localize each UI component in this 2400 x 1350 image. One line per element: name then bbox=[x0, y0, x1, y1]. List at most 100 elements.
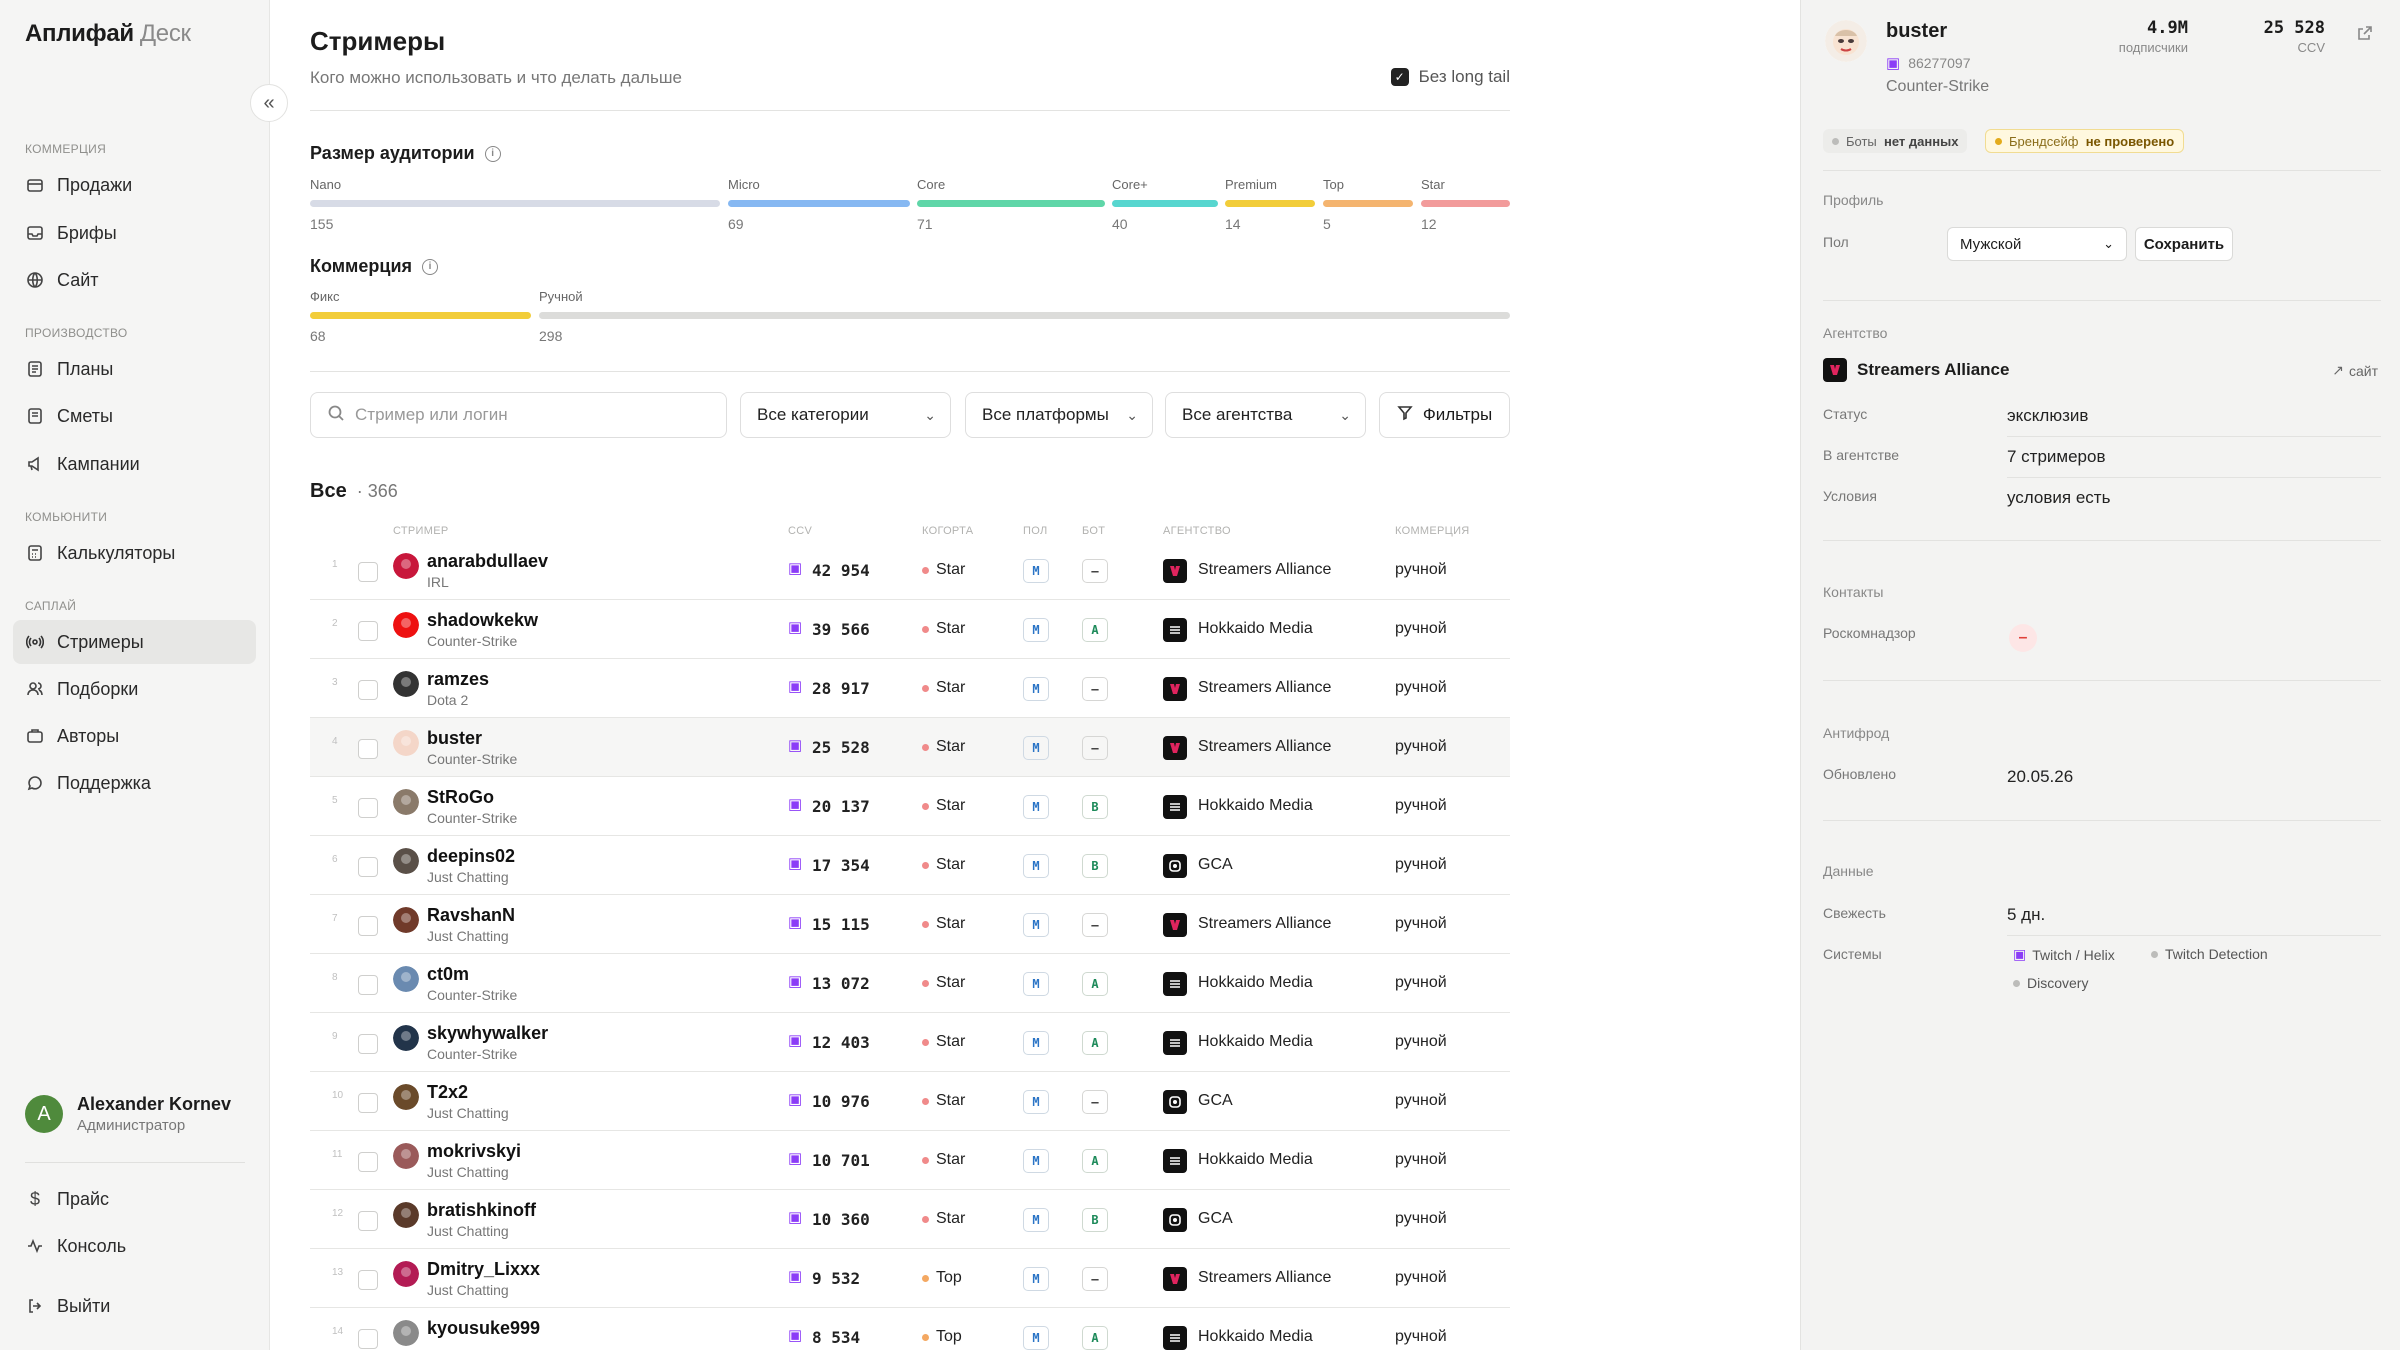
sidebar-item-streamers[interactable]: Стримеры bbox=[13, 620, 256, 664]
streamer-name[interactable]: Dmitry_Lixxx bbox=[427, 1259, 541, 1279]
table-row[interactable]: 4 buster Counter-Strike ▣ 25 528 Star М — Stream… bbox=[310, 718, 1510, 777]
table-row[interactable]: 11 mokrivskyi Just Chatting ▣ 10 701 Star М A Ho… bbox=[310, 1131, 1510, 1190]
minus-circle-icon[interactable]: – bbox=[2009, 624, 2037, 652]
table-row[interactable]: 9 skywhywalker Counter-Strike ▣ 12 403 Star М A… bbox=[310, 1013, 1510, 1072]
streamer-name[interactable]: shadowkekw bbox=[427, 610, 539, 630]
save-button[interactable]: Сохранить bbox=[2135, 227, 2233, 261]
agency-name[interactable]: GCA bbox=[1198, 856, 1233, 873]
table-row[interactable]: 12 bratishkinoff Just Chatting ▣ 10 360 Star М… bbox=[310, 1190, 1510, 1249]
column-header-sex[interactable]: ПОЛ bbox=[1023, 525, 1048, 537]
row-checkbox[interactable] bbox=[358, 798, 378, 818]
streamer-name[interactable]: buster bbox=[427, 728, 483, 748]
streamer-name[interactable]: bratishkinoff bbox=[427, 1200, 537, 1220]
sidebar-item-support[interactable]: Поддержка bbox=[13, 761, 256, 805]
streamer-name[interactable]: skywhywalker bbox=[427, 1023, 549, 1043]
table-row[interactable]: 10 T2x2 Just Chatting ▣ 10 976 Star М — GCA ручно… bbox=[310, 1072, 1510, 1131]
agency-name[interactable]: Streamers Alliance bbox=[1198, 561, 1332, 578]
agency-name[interactable]: Streamers Alliance bbox=[1198, 1269, 1332, 1286]
agency-name[interactable]: Streamers Alliance bbox=[1198, 738, 1332, 755]
row-checkbox[interactable] bbox=[358, 621, 378, 641]
streamer-name[interactable]: ct0m bbox=[427, 964, 470, 984]
row-checkbox[interactable] bbox=[358, 1034, 378, 1054]
platforms-dropdown[interactable]: Все платформы ⌄ bbox=[965, 392, 1153, 438]
table-row[interactable]: 7 RavshanN Just Chatting ▣ 15 115 Star М — Strea… bbox=[310, 895, 1510, 954]
sidebar-item-console[interactable]: Консоль bbox=[13, 1224, 256, 1268]
table-row[interactable]: 2 shadowkekw Counter-Strike ▣ 39 566 Star М A Ho… bbox=[310, 600, 1510, 659]
sidebar-item-plans[interactable]: Планы bbox=[13, 347, 256, 391]
streamer-name[interactable]: anarabdullaev bbox=[427, 551, 549, 571]
column-header-cohort[interactable]: КОГОРТА bbox=[922, 525, 974, 537]
user-profile[interactable]: A Alexander Kornev Администратор bbox=[25, 1094, 231, 1134]
column-header-streamer[interactable]: СТРИМЕР bbox=[393, 525, 449, 537]
table-row[interactable]: 14 kyousuke999 ▣ 8 534 Top М A Hokkaido Media ру… bbox=[310, 1308, 1510, 1350]
info-icon[interactable]: i bbox=[484, 145, 501, 162]
info-icon[interactable]: i bbox=[422, 258, 439, 275]
agency-name[interactable]: Hokkaido Media bbox=[1198, 620, 1313, 637]
table-row[interactable]: 1 anarabdullaev IRL ▣ 42 954 Star М — Streamers … bbox=[310, 541, 1510, 600]
streamer-name[interactable]: mokrivskyi bbox=[427, 1141, 522, 1161]
segment-top[interactable]: Top 5 bbox=[1323, 177, 1413, 232]
row-checkbox[interactable] bbox=[358, 739, 378, 759]
sidebar-item-site[interactable]: Сайт bbox=[13, 258, 256, 302]
sidebar-item-estimates[interactable]: Сметы bbox=[13, 394, 256, 438]
segment-core-[interactable]: Core+ 40 bbox=[1112, 177, 1218, 232]
column-header-bot[interactable]: БОТ bbox=[1082, 525, 1106, 537]
segment-micro[interactable]: Micro 69 bbox=[728, 177, 910, 232]
long-tail-toggle[interactable]: ✓ Без long tail bbox=[1390, 67, 1510, 87]
streamer-name[interactable]: kyousuke999 bbox=[427, 1318, 541, 1338]
table-row[interactable]: 6 deepins02 Just Chatting ▣ 17 354 Star М B GCA р… bbox=[310, 836, 1510, 895]
sex-select[interactable]: Мужской ⌄ bbox=[1947, 227, 2127, 261]
agency-name[interactable]: Hokkaido Media bbox=[1198, 1033, 1313, 1050]
table-row[interactable]: 8 ct0m Counter-Strike ▣ 13 072 Star М A Hokkaido… bbox=[310, 954, 1510, 1013]
categories-dropdown[interactable]: Все категории ⌄ bbox=[740, 392, 951, 438]
segment-ручной[interactable]: Ручной 298 bbox=[539, 289, 1510, 344]
checkbox-checked-icon[interactable]: ✓ bbox=[1390, 68, 1409, 86]
sidebar-item-collections[interactable]: Подборки bbox=[13, 667, 256, 711]
agency-name[interactable]: Hokkaido Media bbox=[1198, 797, 1313, 814]
segment-star[interactable]: Star 12 bbox=[1421, 177, 1510, 232]
agency-name[interactable]: Streamers Alliance bbox=[1198, 915, 1332, 932]
brand-logo[interactable]: Аплифай Деск bbox=[25, 20, 191, 48]
agency-site-link[interactable]: ↗ сайт bbox=[2332, 362, 2378, 379]
search-input[interactable]: Стример или логин bbox=[310, 392, 727, 438]
streamer-name[interactable]: T2x2 bbox=[427, 1082, 469, 1102]
sidebar-item-briefs[interactable]: Брифы bbox=[13, 211, 256, 255]
table-row[interactable]: 5 StRoGo Counter-Strike ▣ 20 137 Star М B Hokkai… bbox=[310, 777, 1510, 836]
agency-name[interactable]: GCA bbox=[1198, 1092, 1233, 1109]
column-header-agency[interactable]: АГЕНТСТВО bbox=[1163, 525, 1231, 537]
table-row[interactable]: 3 ramzes Dota 2 ▣ 28 917 Star М — Streamers Alli… bbox=[310, 659, 1510, 718]
streamer-name[interactable]: deepins02 bbox=[427, 846, 516, 866]
sidebar-item-campaigns[interactable]: Кампании bbox=[13, 442, 256, 486]
streamer-name[interactable]: RavshanN bbox=[427, 905, 516, 925]
agency-name[interactable]: GCA bbox=[1198, 1210, 1233, 1227]
sidebar-item-pricing[interactable]: $ Прайс bbox=[13, 1177, 256, 1221]
segment-nano[interactable]: Nano 155 bbox=[310, 177, 720, 232]
row-checkbox[interactable] bbox=[358, 1093, 378, 1113]
sidebar-item-logout[interactable]: Выйти bbox=[13, 1284, 256, 1328]
filters-button[interactable]: Фильтры bbox=[1379, 392, 1510, 438]
table-row[interactable]: 13 Dmitry_Lixxx Just Chatting ▣ 9 532 Top М — St… bbox=[310, 1249, 1510, 1308]
sidebar-item-calculators[interactable]: Калькуляторы bbox=[13, 531, 256, 575]
streamer-name[interactable]: ramzes bbox=[427, 669, 490, 689]
agency-name[interactable]: Streamers Alliance bbox=[1198, 679, 1332, 696]
row-checkbox[interactable] bbox=[358, 1270, 378, 1290]
agency-name[interactable]: Hokkaido Media bbox=[1198, 1328, 1313, 1345]
row-checkbox[interactable] bbox=[358, 857, 378, 877]
sidebar-item-sales[interactable]: Продажи bbox=[13, 163, 256, 207]
agency-name[interactable]: Hokkaido Media bbox=[1198, 974, 1313, 991]
sidebar-item-authors[interactable]: Авторы bbox=[13, 714, 256, 758]
row-checkbox[interactable] bbox=[358, 916, 378, 936]
row-checkbox[interactable] bbox=[358, 1211, 378, 1231]
column-header-commerce[interactable]: КОММЕРЦИЯ bbox=[1395, 525, 1470, 537]
column-header-ccv[interactable]: CCV bbox=[788, 525, 813, 537]
row-checkbox[interactable] bbox=[358, 562, 378, 582]
external-link-icon[interactable] bbox=[2356, 24, 2374, 47]
row-checkbox[interactable] bbox=[358, 1329, 378, 1349]
row-checkbox[interactable] bbox=[358, 680, 378, 700]
streamer-name[interactable]: StRoGo bbox=[427, 787, 494, 807]
row-checkbox[interactable] bbox=[358, 975, 378, 995]
segment-core[interactable]: Core 71 bbox=[917, 177, 1105, 232]
segment-premium[interactable]: Premium 14 bbox=[1225, 177, 1315, 232]
collapse-sidebar-button[interactable]: « bbox=[250, 84, 288, 122]
agencies-dropdown[interactable]: Все агентства ⌄ bbox=[1165, 392, 1366, 438]
